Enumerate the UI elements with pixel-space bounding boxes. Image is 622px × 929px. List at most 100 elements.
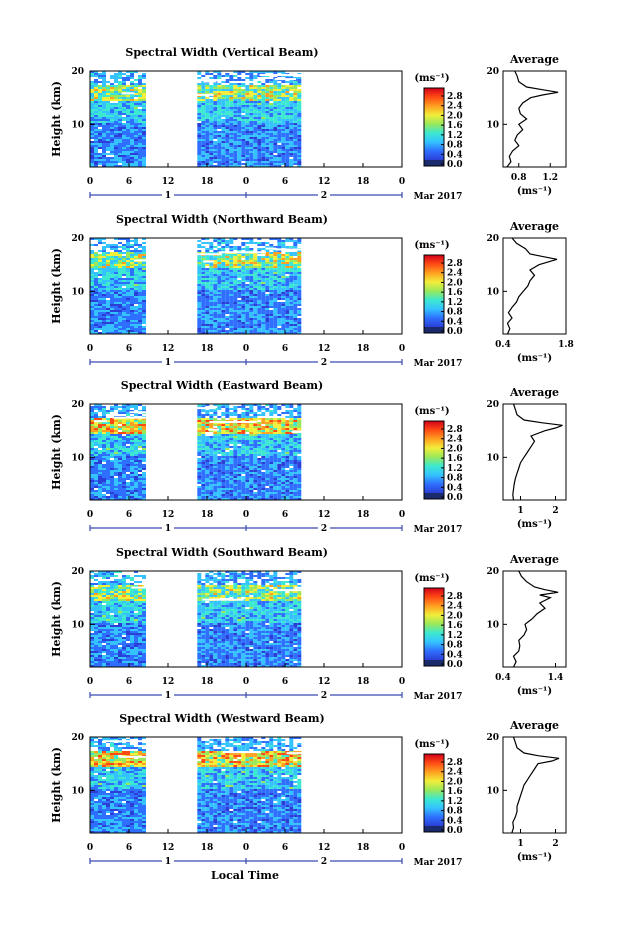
average-y-tick: 20 bbox=[486, 67, 499, 77]
x-tick-label: 0 bbox=[399, 344, 405, 354]
x-tick-label: 6 bbox=[282, 677, 288, 687]
y-axis-label: Height (km) bbox=[50, 81, 63, 157]
colorbar-gradient bbox=[424, 588, 444, 660]
colorbar-tick: 1.2 bbox=[447, 631, 463, 641]
month-label: Mar 2017 bbox=[414, 858, 463, 868]
y-tick-label: 20 bbox=[71, 567, 84, 577]
colorbar-frame bbox=[423, 420, 445, 500]
heatmap-cells bbox=[90, 238, 345, 334]
colorbar-tick: 0.4 bbox=[447, 816, 463, 826]
x-tick-label: 0 bbox=[399, 177, 405, 187]
date-label: 2 bbox=[321, 358, 327, 368]
average-x-label: (ms⁻¹) bbox=[517, 353, 552, 364]
average-y-tick: 10 bbox=[486, 120, 499, 130]
colorbar-tick: 2.0 bbox=[447, 278, 463, 288]
colorbar-low-swatch bbox=[424, 826, 444, 832]
x-tick-label: 12 bbox=[318, 677, 331, 687]
x-tick-label: 6 bbox=[126, 677, 132, 687]
x-tick-label: 12 bbox=[162, 843, 175, 853]
colorbar-tick: 2.8 bbox=[447, 425, 463, 435]
average-frame bbox=[502, 70, 567, 168]
colorbar-tick: 2.0 bbox=[447, 777, 463, 787]
date-label: 1 bbox=[165, 358, 171, 368]
colorbar-tick: 0.8 bbox=[447, 141, 463, 151]
beam-panel-4: Spectral Width (Westward Beam)1020Height… bbox=[50, 712, 567, 868]
average-frame bbox=[502, 736, 567, 834]
x-tick-label: 0 bbox=[243, 177, 249, 187]
x-tick-label: 18 bbox=[357, 510, 370, 520]
average-x-tick: 0.4 bbox=[495, 340, 511, 350]
colorbar-tick: 1.2 bbox=[447, 797, 463, 807]
average-y-tick: 20 bbox=[486, 400, 499, 410]
colorbar-tick: 0.4 bbox=[447, 483, 463, 493]
average-profile-line bbox=[512, 570, 559, 668]
average-x-tick: 1 bbox=[517, 506, 523, 516]
average-x-tick: 2 bbox=[552, 506, 558, 516]
date-label: 1 bbox=[165, 857, 171, 867]
average-title: Average bbox=[509, 220, 559, 233]
colorbar-tick: 2.8 bbox=[447, 259, 463, 269]
month-label: Mar 2017 bbox=[414, 192, 463, 202]
average-y-tick: 20 bbox=[486, 567, 499, 577]
x-tick-label: 12 bbox=[162, 177, 175, 187]
colorbar-tick: 2.0 bbox=[447, 111, 463, 121]
x-tick-label: 18 bbox=[201, 510, 214, 520]
date-label: 2 bbox=[321, 857, 327, 867]
x-tick-label: 12 bbox=[318, 510, 331, 520]
colorbar-tick: 0.0 bbox=[447, 660, 463, 670]
colorbar-tick: 1.2 bbox=[447, 464, 463, 474]
colorbar-tick: 0.4 bbox=[447, 150, 463, 160]
y-tick-label: 20 bbox=[71, 67, 84, 77]
average-profile-line bbox=[511, 736, 560, 834]
colorbar-tick: 1.2 bbox=[447, 131, 463, 141]
colorbar-tick: 2.0 bbox=[447, 444, 463, 454]
x-tick-label: 18 bbox=[201, 843, 214, 853]
x-tick-label: 12 bbox=[318, 344, 331, 354]
date-label: 2 bbox=[321, 191, 327, 201]
x-tick-label: 6 bbox=[126, 177, 132, 187]
x-tick-label: 18 bbox=[357, 843, 370, 853]
x-tick-label: 0 bbox=[87, 843, 93, 853]
colorbar-tick: 0.0 bbox=[447, 826, 463, 836]
average-y-tick: 10 bbox=[486, 453, 499, 463]
x-tick-label: 0 bbox=[243, 510, 249, 520]
y-tick-label: 10 bbox=[71, 120, 84, 130]
x-tick-label: 0 bbox=[87, 344, 93, 354]
date-label: 1 bbox=[165, 191, 171, 201]
colorbar-tick: 2.4 bbox=[447, 269, 463, 279]
colorbar-tick: 2.4 bbox=[447, 602, 463, 612]
x-tick-label: 6 bbox=[282, 510, 288, 520]
colorbar-unit: (ms⁻¹) bbox=[414, 739, 449, 750]
x-tick-label: 0 bbox=[399, 843, 405, 853]
average-title: Average bbox=[509, 553, 559, 566]
colorbar-tick: 0.0 bbox=[447, 160, 463, 170]
average-x-label: (ms⁻¹) bbox=[517, 186, 552, 197]
x-tick-label: 12 bbox=[162, 344, 175, 354]
colorbar-tick: 0.0 bbox=[447, 327, 463, 337]
panel-title: Spectral Width (Westward Beam) bbox=[119, 712, 324, 725]
colorbar-tick: 0.8 bbox=[447, 474, 463, 484]
colorbar-tick: 1.6 bbox=[447, 454, 463, 464]
date-label: 1 bbox=[165, 524, 171, 534]
colorbar-tick: 1.6 bbox=[447, 288, 463, 298]
panel-title: Spectral Width (Eastward Beam) bbox=[121, 379, 323, 392]
colorbar-gradient bbox=[424, 255, 444, 327]
y-tick-label: 10 bbox=[71, 287, 84, 297]
average-y-tick: 20 bbox=[486, 733, 499, 743]
average-x-tick: 1.4 bbox=[548, 673, 564, 683]
average-y-tick: 20 bbox=[486, 234, 499, 244]
month-label: Mar 2017 bbox=[414, 359, 463, 369]
average-y-tick: 10 bbox=[486, 786, 499, 796]
colorbar-low-swatch bbox=[424, 327, 444, 333]
x-tick-label: 0 bbox=[399, 510, 405, 520]
average-profile-line bbox=[506, 70, 559, 168]
average-x-tick: 2 bbox=[552, 839, 558, 849]
x-tick-label: 0 bbox=[243, 677, 249, 687]
x-axis-label: Local Time bbox=[211, 869, 279, 882]
colorbar-tick: 2.8 bbox=[447, 92, 463, 102]
colorbar-unit: (ms⁻¹) bbox=[414, 73, 449, 84]
beam-panel-0: Spectral Width (Vertical Beam)1020Height… bbox=[50, 46, 567, 202]
average-title: Average bbox=[509, 53, 559, 66]
colorbar-tick: 1.6 bbox=[447, 787, 463, 797]
y-tick-label: 10 bbox=[71, 786, 84, 796]
